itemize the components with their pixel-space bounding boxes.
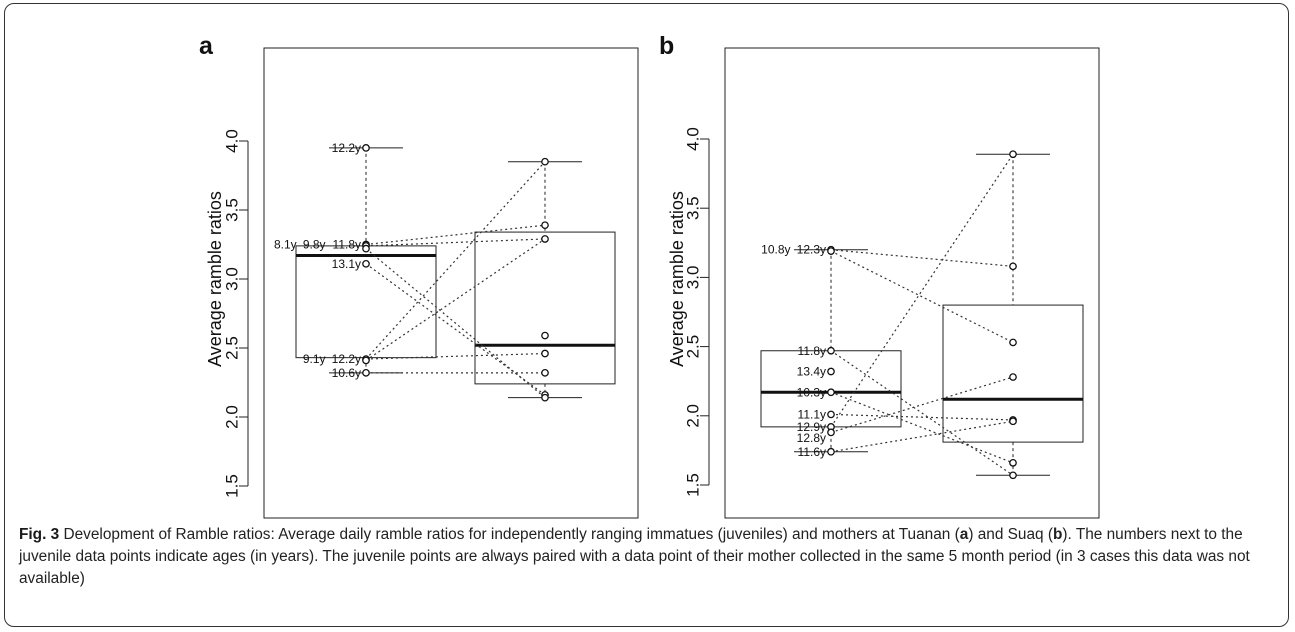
mother-point <box>1009 373 1017 381</box>
boxplot-panel-a: a 1.5 2.0 2.5 3.0 3.5 4.0 Average ramble ratios… <box>199 32 639 519</box>
mother-point <box>541 368 549 377</box>
pair-line <box>830 413 1014 421</box>
pair-line <box>365 263 546 396</box>
juvenile-point <box>827 428 835 437</box>
mother-point <box>541 331 549 340</box>
pair-line <box>365 248 546 399</box>
age-label: 10.8y <box>761 243 790 257</box>
box-mothers <box>942 153 1084 476</box>
y-tick-label: 4.0 <box>223 129 242 153</box>
age-label: 12.3y <box>797 243 826 257</box>
mother-point <box>1009 338 1017 347</box>
juvenile-point <box>827 247 835 255</box>
juvenile-point <box>827 388 835 397</box>
pair-line <box>830 350 1014 476</box>
pair-line <box>830 420 1014 453</box>
y-tick-label: 3.0 <box>684 266 703 290</box>
pair-line <box>365 238 546 247</box>
mother-point <box>541 235 549 243</box>
y-tick-label: 1.5 <box>684 473 703 497</box>
age-label: 9.1y <box>303 352 326 366</box>
age-label: 8.1y <box>274 238 297 252</box>
caption-label: Fig. 3 <box>19 526 60 543</box>
boxplot-panel-b: b 1.5 2.0 2.5 3.0 3.5 4.0 Average ramble ratios… <box>659 32 1100 519</box>
age-label: 12.8y <box>797 431 826 445</box>
age-label: 13.4y <box>797 365 826 379</box>
mother-point <box>1009 262 1017 271</box>
iqr-box <box>942 304 1084 443</box>
y-axis-label: Average ramble ratios <box>667 191 687 367</box>
mother-point <box>1009 417 1017 426</box>
juvenile-point <box>827 447 835 456</box>
juvenile-point <box>362 244 370 253</box>
y-tick-label: 1.5 <box>223 474 242 498</box>
iqr-box <box>474 231 616 385</box>
panel-label: b <box>659 32 674 60</box>
age-label: 12.2y <box>332 141 361 155</box>
age-label: 11.6y <box>798 445 826 459</box>
y-tick-label: 3.5 <box>223 198 242 222</box>
juvenile-point <box>827 367 835 376</box>
age-label: 11.8y <box>798 344 826 358</box>
figure-caption: Fig. 3 Development of Ramble ratios: Ave… <box>19 524 1281 590</box>
mother-point <box>541 393 549 402</box>
age-label: 9.8y <box>303 238 326 252</box>
juvenile-point <box>827 346 835 355</box>
y-tick-label: 3.0 <box>223 267 242 291</box>
plot-frame <box>724 47 1100 519</box>
age-label: 12.2y <box>332 352 361 366</box>
age-label: 10.6y <box>332 366 361 380</box>
box-mothers <box>474 161 616 399</box>
age-label: 11.8y <box>333 238 361 252</box>
plot-frame <box>263 47 639 519</box>
figure-frame: a 1.5 2.0 2.5 3.0 3.5 4.0 Average ramble ratios… <box>4 3 1289 627</box>
pair-line <box>830 250 1014 343</box>
pair-line <box>830 249 1014 267</box>
pair-line <box>365 224 546 246</box>
mother-point <box>1009 150 1017 159</box>
caption-ref-b: b <box>1053 526 1063 543</box>
caption-text-2: ) and Suaq ( <box>968 526 1054 543</box>
y-tick-label: 2.5 <box>684 335 703 359</box>
mother-point <box>541 349 549 358</box>
age-label: 13.1y <box>332 257 361 271</box>
y-tick-label: 2.0 <box>223 405 242 429</box>
y-tick-label: 4.0 <box>684 127 703 151</box>
boxplot-figure: a 1.5 2.0 2.5 3.0 3.5 4.0 Average ramble ratios… <box>199 32 1100 519</box>
pair-line <box>365 238 546 361</box>
juvenile-point <box>362 259 370 268</box>
age-label: 10.3y <box>797 385 826 399</box>
mother-point <box>541 221 549 230</box>
y-tick-label: 2.0 <box>684 404 703 428</box>
y-tick-label: 2.5 <box>223 336 242 360</box>
pair-line <box>830 376 1014 433</box>
juvenile-point <box>362 144 370 152</box>
panel-label: a <box>199 32 214 60</box>
juvenile-point <box>362 356 370 365</box>
mother-point <box>1009 471 1017 480</box>
age-label: 12.9y <box>797 420 826 434</box>
juvenile-point <box>827 410 835 419</box>
mother-point <box>541 157 549 166</box>
pair-line <box>365 352 546 360</box>
juvenile-point <box>362 368 370 377</box>
y-axis-label: Average ramble ratios <box>205 191 225 367</box>
mother-point <box>1009 459 1017 467</box>
y-tick-label: 3.5 <box>684 196 703 220</box>
caption-text-1: Development of Ramble ratios: Average da… <box>59 526 960 543</box>
caption-ref-a: a <box>959 526 969 543</box>
age-label: 11.1y <box>798 407 826 421</box>
caption-text-3: ). The numbers next to the juvenile data… <box>19 526 1250 587</box>
